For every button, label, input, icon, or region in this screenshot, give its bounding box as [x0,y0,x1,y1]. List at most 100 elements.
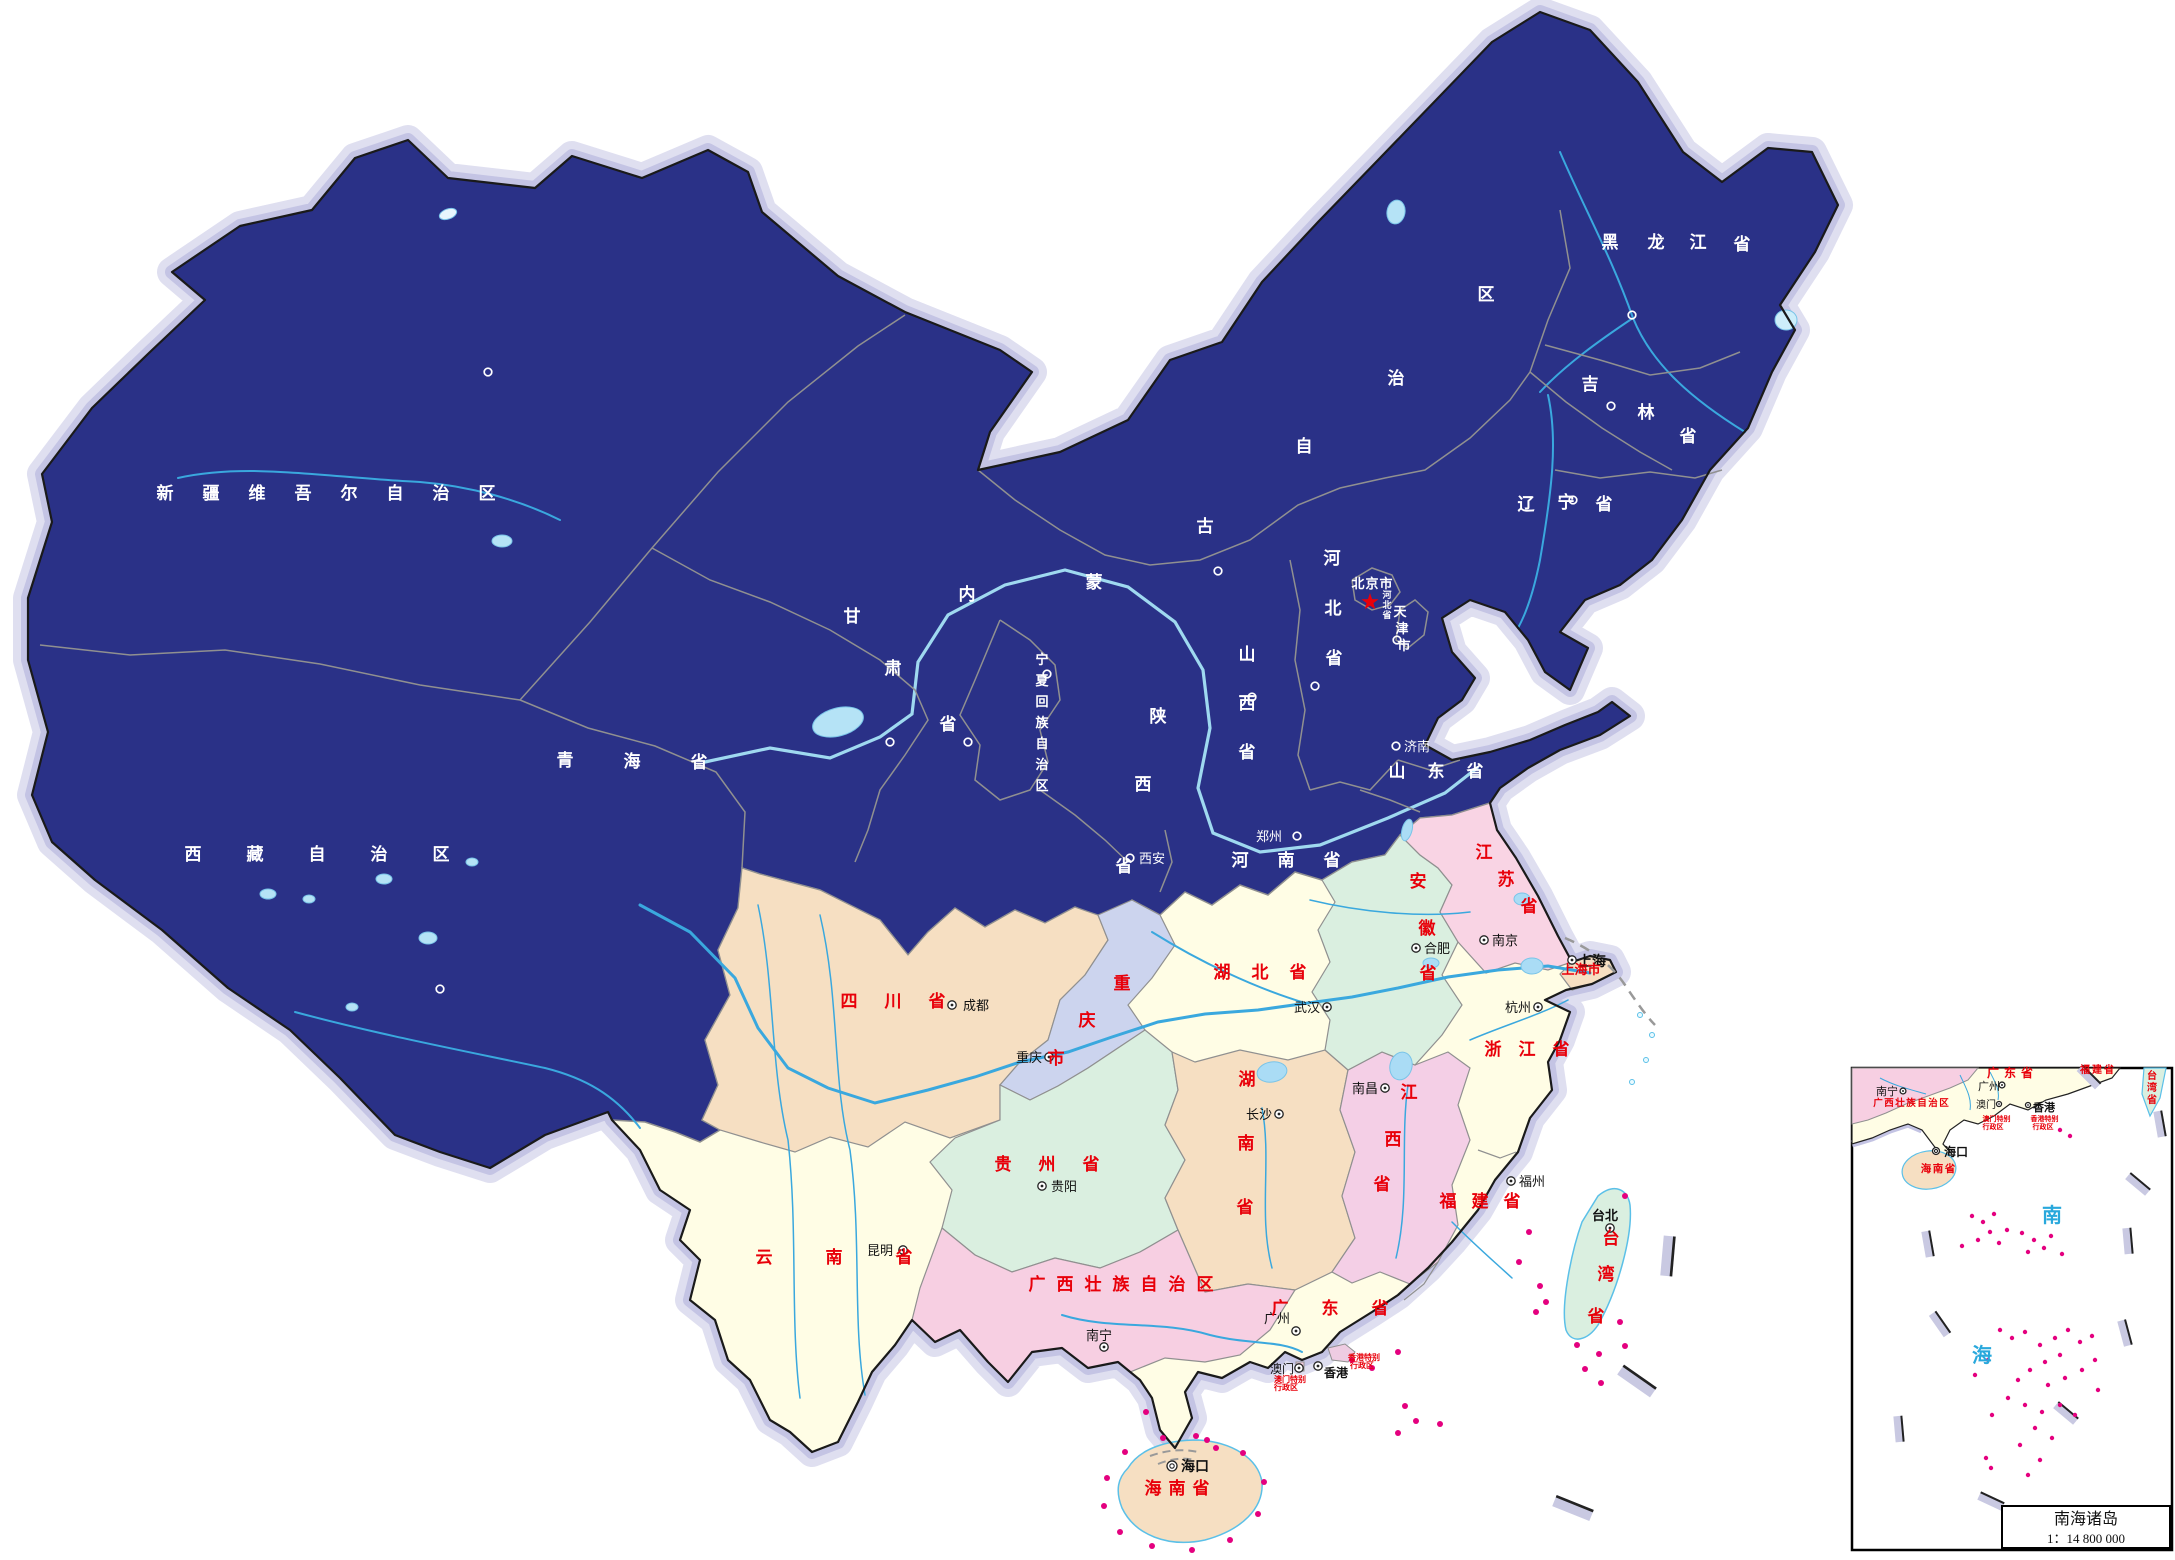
svg-text:南: 南 [826,1247,843,1267]
svg-text:河: 河 [1382,589,1391,600]
svg-text:别: 别 [2051,1114,2059,1123]
svg-text:重庆: 重庆 [1016,1050,1042,1065]
svg-text:西安: 西安 [1139,851,1165,866]
island-dot [1574,1342,1580,1348]
island-dot [1213,1445,1219,1451]
inset-labels: 广东省广西壮族自治区台湾省福建省海南省澳门特别行政区香港特别行政区南海 [1873,1063,2157,1367]
svg-text:内: 内 [959,584,976,604]
svg-text:龙: 龙 [1647,232,1665,252]
svg-text:西: 西 [1385,1130,1402,1149]
svg-text:省: 省 [1552,1039,1570,1059]
svg-text:庆: 庆 [1079,1010,1096,1030]
svg-text:山: 山 [1239,645,1256,664]
island-dot [1516,1259,1522,1265]
svg-text:海口: 海口 [1181,1458,1209,1474]
svg-text:南宁: 南宁 [1876,1084,1898,1098]
svg-text:治: 治 [1169,1274,1186,1294]
island-dot [1985,1357,1991,1363]
province-jiangsu [1399,802,1573,974]
svg-text:广: 广 [1272,1298,1289,1318]
inset-dash-segments [1893,1064,2167,1511]
boundary-dash [2117,1319,2133,1347]
island-dot [1261,1479,1267,1485]
island-dot [1160,1435,1166,1441]
province-hongkong [1327,1343,1356,1363]
label-sea-hai: 海 [1972,1343,1992,1367]
svg-text:苏: 苏 [1498,869,1515,889]
svg-text:南: 南 [2042,1204,2062,1227]
svg-text:京: 京 [1365,576,1378,591]
svg-text:徽: 徽 [1418,918,1437,938]
svg-text:宁: 宁 [1035,652,1048,667]
island-dot [2004,1227,2010,1233]
label-hk-red-1: 香港特别 [1347,1352,1380,1362]
svg-text:维: 维 [249,483,266,503]
dongting-lake [1256,1061,1288,1083]
island-dot [1969,1213,1975,1219]
svg-text:市: 市 [1587,962,1600,977]
qinghai-lake [812,706,864,738]
svg-text:政: 政 [1990,1122,1998,1131]
island-dot [2057,1402,2063,1408]
city-i-haikou: 海口 [1931,1144,1968,1159]
city-chengdu: 成都 [947,998,989,1013]
svg-text:海: 海 [1921,1162,1932,1175]
label-sea-nan: 南 [2042,1204,2062,1227]
city-shanghai-city: 上海 [1567,953,1606,969]
svg-text:自: 自 [1141,1274,1158,1294]
island-dot [1117,1529,1123,1535]
island-dot [2042,1359,2048,1365]
svg-text:政: 政 [1282,1382,1290,1392]
island-dot [2005,1395,2011,1401]
svg-text:省: 省 [928,991,946,1011]
island-dot [2025,1249,2031,1255]
label-anhui: 安徽省 [1410,871,1437,983]
svg-text:市: 市 [1379,576,1392,591]
south-provinces [610,802,1618,1453]
svg-text:治: 治 [1035,757,1048,772]
svg-text:省: 省 [1466,761,1484,781]
territorial-dashed-lines [1149,936,1656,1465]
svg-text:甘: 甘 [844,606,861,626]
label-taiwan: 台湾省 [1587,1228,1620,1326]
svg-text:北: 北 [1382,599,1391,610]
label-i-guangdong: 广东省 [1987,1065,2033,1080]
island-dot [2062,1375,2068,1381]
svg-text:林: 林 [1638,402,1655,422]
svg-text:江: 江 [1401,1083,1418,1102]
svg-text:西: 西 [1135,775,1152,794]
svg-text:省: 省 [1238,742,1256,762]
city-tianjin-ring [1392,635,1402,645]
svg-text:特: 特 [1997,1114,2004,1123]
inset-island-dots [1959,1127,2101,1478]
province-hunan [1164,1049,1356,1293]
svg-text:东: 东 [1322,1298,1339,1318]
svg-text:吉: 吉 [1582,375,1599,394]
island-dot [2079,1367,2085,1373]
svg-text:江: 江 [1690,233,1707,252]
svg-text:省: 省 [1371,1298,1389,1318]
city-nanchang: 南昌 [1352,1081,1390,1096]
svg-text:治: 治 [1928,1097,1938,1109]
svg-text:辽: 辽 [1518,495,1536,514]
city-chongqing-city: 重庆 [1016,1050,1054,1065]
svg-text:省: 省 [1115,856,1133,876]
city-lhasa [435,984,445,994]
boundary-dash [1617,1364,1657,1398]
svg-text:区: 区 [1035,778,1048,793]
svg-text:自: 自 [1296,436,1313,456]
inset-title-box: 南海诸岛 1：14 800 000 [2001,1505,2171,1549]
svg-text:黑: 黑 [1602,233,1619,252]
svg-text:西: 西 [1239,694,1256,713]
svg-text:北: 北 [1252,963,1269,982]
island-dot [2037,1342,2043,1348]
svg-text:省: 省 [690,752,708,772]
svg-text:贵阳: 贵阳 [1051,1179,1077,1194]
svg-text:省: 省 [2103,1063,2114,1076]
svg-text:陕: 陕 [1150,706,1167,726]
svg-text:台: 台 [2147,1069,2157,1082]
island-dot [2059,1251,2065,1257]
island-dot [1193,1433,1199,1439]
island-dot [2039,1409,2045,1415]
island-dot [2057,1127,2063,1133]
